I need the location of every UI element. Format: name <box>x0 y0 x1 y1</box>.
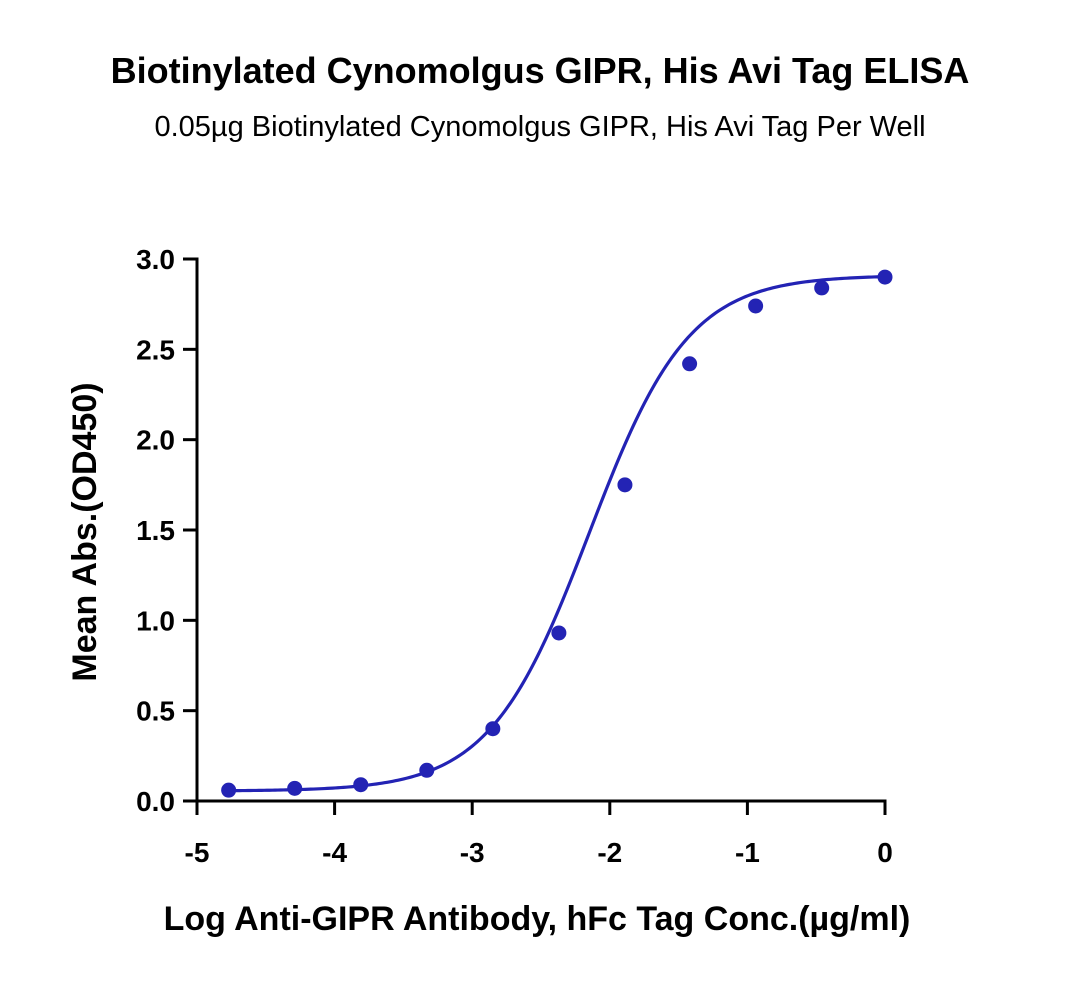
y-axis-label: Mean Abs.(OD450) <box>66 382 104 681</box>
data-point <box>551 625 567 641</box>
x-tick-label: -1 <box>735 837 760 868</box>
y-axis-ticks: 0.0 0.5 1.0 1.5 2.0 2.5 3.0 <box>136 244 197 817</box>
fit-curve-line <box>228 275 886 793</box>
x-tick-label: -3 <box>460 837 485 868</box>
data-point <box>353 777 369 793</box>
data-point <box>682 356 698 372</box>
data-point <box>485 721 501 737</box>
chart-title: Biotinylated Cynomolgus GIPR, His Avi Ta… <box>111 50 970 91</box>
y-tick-label: 1.5 <box>136 515 175 546</box>
y-tick-label: 0.5 <box>136 696 175 727</box>
y-tick-label: 0.0 <box>136 786 175 817</box>
data-point <box>287 780 303 796</box>
x-tick-label: -4 <box>322 837 347 868</box>
data-point <box>419 762 435 778</box>
y-tick-label: 1.0 <box>136 605 175 636</box>
x-tick-label: 0 <box>877 837 893 868</box>
chart-subtitle: 0.05µg Biotinylated Cynomolgus GIPR, His… <box>154 111 925 143</box>
x-tick-label: -2 <box>597 837 622 868</box>
y-tick-label: 2.0 <box>136 425 175 456</box>
x-axis-ticks: -5 -4 -3 -2 -1 0 <box>185 801 893 868</box>
data-point <box>221 782 237 798</box>
data-point <box>617 477 633 493</box>
data-point <box>814 280 830 296</box>
fit-curve-layer <box>228 275 886 793</box>
y-tick-label: 3.0 <box>136 244 175 275</box>
data-points-layer <box>221 269 893 798</box>
data-point <box>877 269 893 285</box>
data-point <box>748 298 764 314</box>
x-tick-label: -5 <box>185 837 210 868</box>
y-tick-label: 2.5 <box>136 334 175 365</box>
axes <box>195 257 887 803</box>
x-axis-label: Log Anti-GIPR Antibody, hFc Tag Conc.(µg… <box>164 900 911 938</box>
